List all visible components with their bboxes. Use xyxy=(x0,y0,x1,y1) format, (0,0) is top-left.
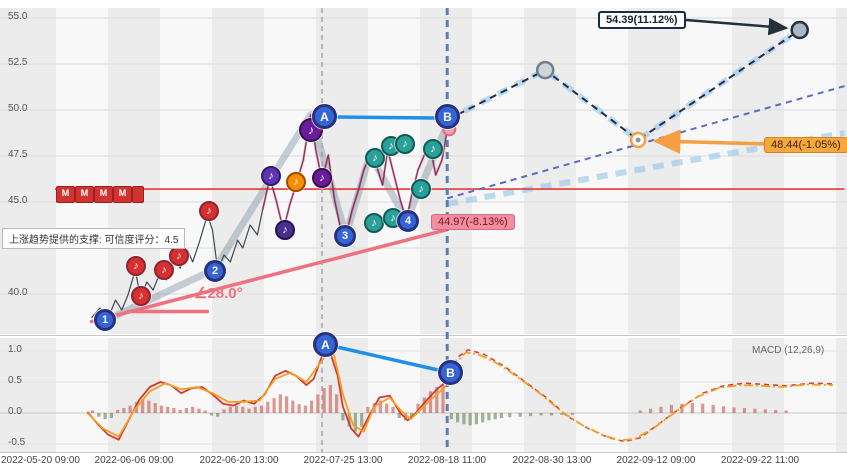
macd-histogram xyxy=(91,385,788,432)
projection-node-dark[interactable] xyxy=(790,20,809,40)
pane-divider xyxy=(0,335,847,336)
event-note-marker[interactable]: ♪ xyxy=(261,166,281,186)
y-tick: 40.0 xyxy=(8,287,28,298)
projection-upper xyxy=(446,85,845,200)
support-confidence-note: 上涨趋势提供的支撑: 可信度评分：4.5 xyxy=(2,228,186,249)
wave-point-3[interactable]: 3 xyxy=(334,225,356,247)
event-note-marker[interactable]: ♪ xyxy=(154,260,174,280)
trend-angle-label: ∠28.0° xyxy=(194,285,243,302)
wave-point-B[interactable]: B xyxy=(435,104,460,129)
price xyxy=(91,114,448,319)
signal-line xyxy=(86,346,448,438)
x-tick: 2022-08-18 11:00 xyxy=(407,455,487,466)
event-note-marker[interactable]: ♪ xyxy=(312,168,332,188)
wave-point-1[interactable]: 1 xyxy=(94,309,116,331)
support-trendline xyxy=(89,227,449,324)
event-note-marker[interactable]: ♪ xyxy=(286,172,306,192)
x-tick: 2022-06-06 09:00 xyxy=(94,455,174,466)
target-mid-label[interactable]: 48.44(-1.05%) xyxy=(764,137,847,153)
target-up-arrow xyxy=(685,17,789,36)
event-note-marker[interactable]: ♪ xyxy=(364,213,384,233)
y-tick: 45.0 xyxy=(8,195,28,206)
wave-point-4[interactable]: 4 xyxy=(397,210,419,232)
y-tick: 47.5 xyxy=(8,149,28,160)
signal-stamp-icon[interactable]: M xyxy=(113,186,132,203)
event-note-marker[interactable]: ♪ xyxy=(299,118,323,142)
signal-stamp-icon[interactable]: M xyxy=(56,186,75,203)
signal-stamp-icon[interactable] xyxy=(132,186,144,203)
x-tick: 2022-09-12 09:00 xyxy=(616,455,696,466)
x-tick: 2022-05-20 09:00 xyxy=(1,455,80,466)
event-note-marker[interactable]: ♪ xyxy=(131,286,151,306)
macd-series-layer xyxy=(86,346,834,443)
wave-point-2[interactable]: 2 xyxy=(204,260,226,282)
y-tick-macd: 0.5 xyxy=(8,375,22,386)
projection-zigzag xyxy=(446,29,801,141)
target-up-label[interactable]: 54.39(11.12%) xyxy=(598,11,686,29)
macd-pane-background xyxy=(0,338,847,452)
x-tick: 2022-06-20 13:00 xyxy=(199,455,279,466)
main-pane-background xyxy=(0,8,847,334)
event-note-marker[interactable]: ♪ xyxy=(169,246,189,266)
event-note-marker[interactable]: ♪ xyxy=(126,256,146,276)
macd-line xyxy=(86,348,448,441)
event-note-marker[interactable]: ♪ xyxy=(411,179,431,199)
pivot-vlines xyxy=(321,8,449,452)
y-tick: 50.0 xyxy=(8,103,28,114)
x-tick: 2022-08-30 13:00 xyxy=(512,455,592,466)
y-tick-macd: -0.5 xyxy=(8,437,26,448)
macd-point-A[interactable]: A xyxy=(313,332,338,357)
x-axis-line xyxy=(0,452,847,453)
y-tick-macd: 1.0 xyxy=(8,344,22,355)
projection-node-gray[interactable] xyxy=(535,60,555,80)
y-tick-macd: 0.0 xyxy=(8,406,22,417)
price-series-layer xyxy=(55,27,846,325)
event-note-marker[interactable]: ♪ xyxy=(365,148,385,168)
macd-point-B[interactable]: B xyxy=(438,360,463,385)
macd-indicator-title: MACD (12,26,9) xyxy=(752,345,825,356)
signal-projection xyxy=(446,351,834,442)
signal-stamp-icon[interactable]: M xyxy=(94,186,113,203)
wave-point-A[interactable]: A xyxy=(312,104,337,129)
signal-stamp-icon[interactable]: M xyxy=(75,186,94,203)
projection-zigzag-band xyxy=(445,27,802,143)
stop-loss-label[interactable]: 44.97(-8.13%) xyxy=(431,214,515,230)
y-tick: 52.5 xyxy=(8,57,28,68)
macd-projection xyxy=(446,349,834,443)
x-tick: 2022-09-22 11:00 xyxy=(720,455,800,466)
projection-lower-band xyxy=(446,130,846,207)
event-note-marker[interactable]: ♪ xyxy=(199,201,219,221)
event-note-marker[interactable]: ♪ xyxy=(395,134,415,154)
y-tick: 55.0 xyxy=(8,11,28,22)
event-note-marker[interactable]: ♪ xyxy=(275,220,295,240)
ab-connector-price[interactable] xyxy=(336,115,437,120)
event-note-marker[interactable]: ♪ xyxy=(423,139,443,159)
ab-connector-macd[interactable] xyxy=(336,345,439,372)
x-tick: 2022-07-25 13:00 xyxy=(303,455,383,466)
